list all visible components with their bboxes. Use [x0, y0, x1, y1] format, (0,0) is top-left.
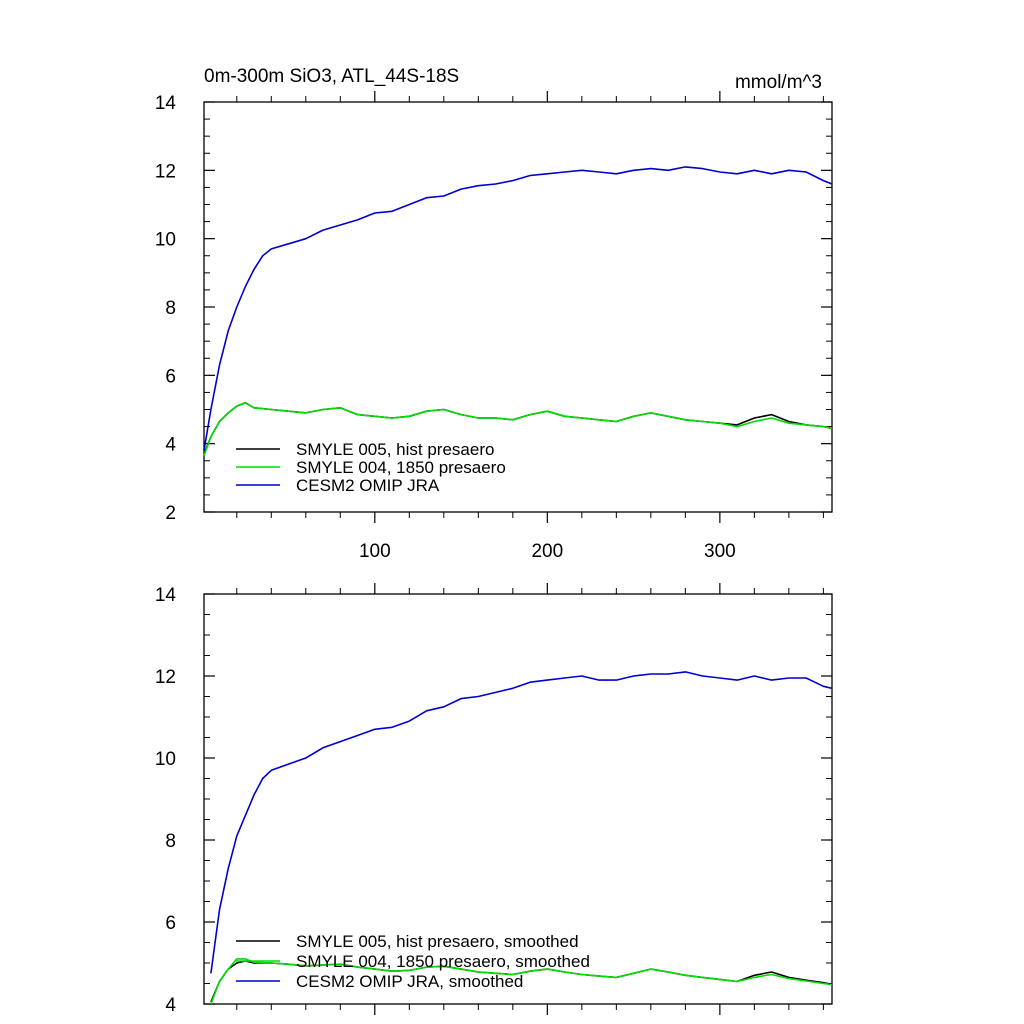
panel-bottom: 4 6 8 10 12 14 SMYLE 005, hist presaero, smoot… [155, 583, 833, 1016]
y-tick-label: 4 [165, 995, 176, 1016]
y-tick-label: 4 [165, 435, 176, 456]
chart-title: 0m-300m SiO3, ATL_44S-18S [204, 66, 459, 87]
legend-label-0: SMYLE 005, hist presaero, smoothed [296, 932, 579, 951]
legend-label-2: CESM2 OMIP JRA [296, 476, 440, 495]
y-tick-label: 12 [155, 667, 176, 688]
x-tick-label: 300 [704, 541, 736, 562]
y-tick-label: 14 [155, 585, 177, 606]
y-tick-label: 8 [165, 298, 176, 319]
y-tick-label: 6 [165, 366, 176, 387]
y-tick-label: 14 [155, 93, 177, 114]
series-line-2 [210, 671, 833, 974]
y-tick-label: 6 [165, 913, 176, 934]
y-tick-label: 12 [155, 161, 176, 182]
series-line-1 [210, 958, 833, 1005]
series-line-2 [203, 166, 833, 451]
legend-label-1: SMYLE 004, 1850 presaero, smoothed [296, 952, 590, 971]
series-line-1 [203, 401, 833, 456]
y-tick-label: 10 [155, 749, 176, 770]
x-tick-label: 100 [359, 541, 391, 562]
legend-label-2: CESM2 OMIP JRA, smoothed [296, 972, 523, 991]
panel-top: 2 4 6 8 10 12 14 100 200 300 0m-300m SiO3, ATL_44S… [155, 66, 833, 562]
y-tick-label: 2 [165, 503, 176, 524]
y-tick-label: 10 [155, 230, 176, 251]
x-tick-label: 200 [531, 541, 563, 562]
units-label: mmol/m^3 [735, 72, 822, 93]
legend-label-0: SMYLE 005, hist presaero [296, 440, 494, 459]
legend-label-1: SMYLE 004, 1850 presaero [296, 458, 506, 477]
y-tick-label: 8 [165, 831, 176, 852]
